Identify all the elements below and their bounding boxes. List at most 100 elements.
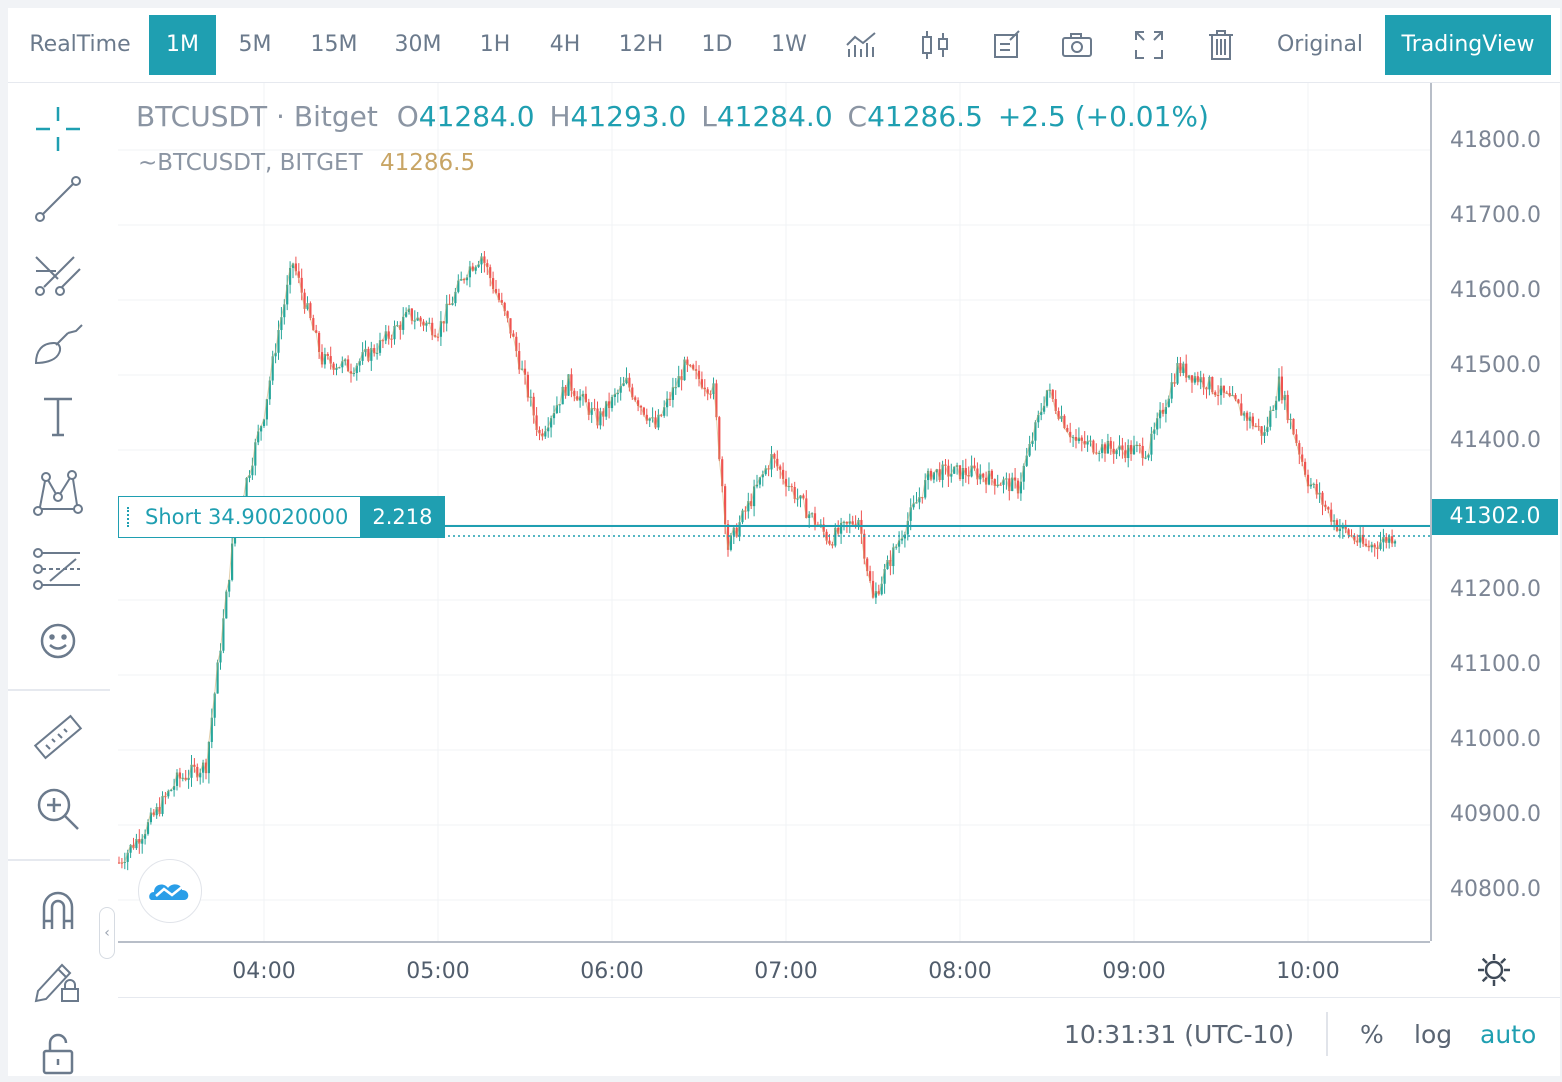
candle-body [149,812,152,823]
brush-icon[interactable] [30,319,86,371]
interval-1w-button[interactable]: 1W [771,32,807,57]
candle-body [1199,377,1202,383]
candle-body [547,427,550,432]
price-axis[interactable]: 41800.0 41700.0 41600.0 41500.0 41400.0 … [1430,83,1562,941]
clock-label[interactable]: 10:31:31 (UTC-10) [1064,1020,1295,1049]
candle-body [489,267,492,279]
candle-body [802,495,805,499]
candle-body [741,510,744,523]
collapse-sidebar-button[interactable]: ‹ [99,907,115,959]
interval-5m-button[interactable]: 5M [238,32,272,57]
log-toggle[interactable]: log [1414,1020,1453,1049]
candle-body [315,330,318,333]
candle-body [419,317,422,322]
pattern-icon[interactable] [30,467,86,519]
candle-body [648,418,651,421]
drag-handle[interactable] [127,507,132,527]
candle-body [361,352,364,361]
candle-body [1109,440,1112,449]
candle-body [918,497,921,503]
unlock-icon[interactable] [30,1027,86,1079]
edit-icon[interactable] [984,15,1030,75]
candle-body [175,772,179,786]
candle-body [477,264,480,267]
interval-1m-button[interactable]: 1M [149,15,216,75]
candle-body [483,256,486,264]
fullscreen-icon[interactable] [1126,15,1172,75]
candle-body [439,321,442,337]
interval-1d-button[interactable]: 1D [701,32,733,57]
candle-body [349,371,353,374]
candle-body [1344,524,1347,530]
candle-body [822,524,825,532]
crosshair-icon[interactable] [30,103,86,155]
prediction-icon[interactable] [30,543,86,595]
auto-toggle[interactable]: auto [1480,1020,1537,1049]
candle-body [1304,461,1307,475]
magnet-icon[interactable] [30,883,86,935]
candle-body [883,569,886,584]
candle-body [1202,377,1205,388]
interval-15m-button[interactable]: 15M [310,32,358,57]
camera-icon[interactable] [1054,15,1100,75]
tradingview-logo-icon[interactable] [138,859,202,923]
candle-body [245,477,248,498]
tradingview-button[interactable]: TradingView [1385,15,1551,75]
sidebar-divider [8,689,110,691]
interval-4h-button[interactable]: 4H [549,32,581,57]
interval-30m-button[interactable]: 30M [394,32,442,57]
candle-body [927,470,930,481]
candle-body [503,302,506,312]
candle-body [979,473,982,480]
interval-1h-button[interactable]: 1H [479,32,511,57]
candle-body [289,267,292,285]
close-value: 41286.5 [867,100,983,133]
candle-body [367,348,370,361]
candle-body [135,839,138,849]
price-chart[interactable] [118,83,1430,941]
chart-style-icon[interactable] [912,15,958,75]
candle-body [550,418,553,428]
text-icon[interactable] [30,391,86,443]
pitchfork-icon[interactable] [30,247,86,299]
candle-body [1292,418,1295,435]
series-label[interactable]: ~BTCUSDT, BITGET [138,150,363,176]
candle-body [631,387,634,398]
candle-body [721,459,724,487]
trend-line-icon[interactable] [30,173,86,225]
zoom-in-icon[interactable] [30,783,86,835]
candle-body [732,527,735,536]
candle-body [1196,376,1199,383]
candle-body [973,465,976,469]
trash-icon[interactable] [1198,15,1244,75]
position-qty[interactable]: 2.218 [360,497,445,537]
candle-body [964,468,967,475]
chart-settings-icon[interactable] [1476,952,1512,988]
candle-body [1106,440,1109,454]
candle-body [1086,441,1089,445]
candle-body [341,361,344,368]
percent-toggle[interactable]: % [1360,1020,1384,1049]
emoji-icon[interactable] [30,615,86,667]
original-button[interactable]: Original [1276,32,1364,57]
ruler-icon[interactable] [30,711,86,763]
candle-body [268,380,271,400]
candle-body [924,480,927,498]
candle-body [1170,382,1173,399]
interval-12h-button[interactable]: 12H [618,32,664,57]
candle-body [1190,375,1194,383]
time-axis[interactable]: 04:00 05:00 06:00 07:00 08:00 09:00 10:0… [118,941,1430,999]
position-label[interactable]: Short 34.90020000 2.218 [118,496,446,538]
candle-body [138,839,141,844]
candle-body [518,351,521,370]
lock-drawing-icon[interactable] [30,955,86,1007]
realtime-button[interactable]: RealTime [29,32,131,57]
candle-body [265,399,268,420]
candle-body [663,407,666,416]
indicators-icon[interactable] [838,15,884,75]
candle-body [958,465,962,480]
candle-body [773,454,776,459]
candle-body [1315,483,1318,495]
symbol-name[interactable]: BTCUSDT [136,100,268,133]
candle-body [393,325,396,340]
